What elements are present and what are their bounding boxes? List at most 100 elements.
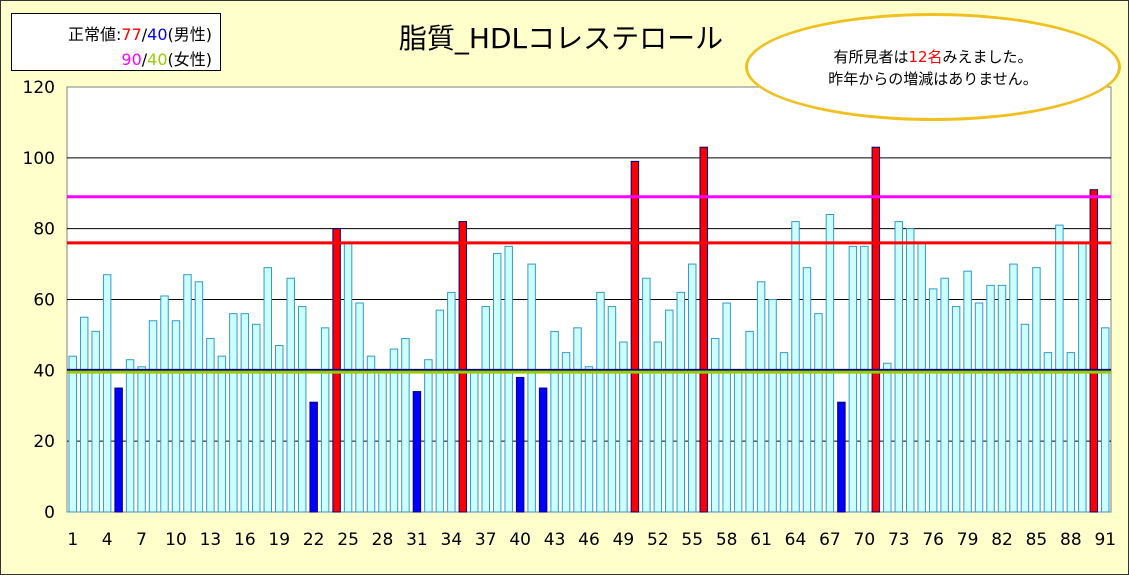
x-tick-label: 55 (681, 530, 703, 550)
bar (928, 288, 938, 513)
bar (412, 391, 422, 513)
bar (837, 401, 846, 513)
bar (252, 323, 261, 513)
bar (1032, 267, 1041, 513)
bar (229, 313, 238, 513)
chart-title: 脂質_HDLコレステロール (398, 22, 724, 55)
bar (940, 277, 949, 513)
x-tick-label: 58 (716, 530, 738, 550)
bar (653, 341, 663, 513)
bar (458, 221, 468, 513)
bar (355, 302, 364, 513)
x-tick-label: 88 (1060, 530, 1082, 550)
bar (1009, 263, 1018, 513)
bar (733, 369, 743, 513)
bar (722, 302, 731, 513)
y-tick-label: 0 (44, 503, 55, 523)
bar (860, 245, 869, 513)
bar (814, 313, 823, 513)
bar (848, 245, 858, 513)
bar (997, 284, 1007, 513)
bar (963, 270, 972, 513)
x-tick-label: 52 (647, 530, 669, 550)
bar (492, 252, 502, 513)
legend-male-suffix: (男性) (167, 25, 213, 44)
bar (125, 359, 135, 513)
callout-prefix: 有所見者は (833, 48, 909, 66)
legend-female-row: 90/40(女性) (121, 46, 212, 70)
bar (240, 313, 250, 513)
bar (401, 337, 410, 513)
y-tick-label: 60 (33, 291, 55, 311)
bar (286, 277, 295, 513)
bar (745, 330, 754, 513)
x-tick-label: 34 (441, 530, 463, 550)
legend-separator: / (141, 50, 148, 69)
bar (1078, 242, 1087, 513)
bar (768, 299, 777, 513)
bar (756, 281, 766, 513)
bar (802, 267, 812, 513)
bar (596, 291, 605, 513)
bar (1020, 323, 1030, 513)
x-tick-label: 22 (303, 530, 325, 550)
x-tick-label: 10 (165, 530, 187, 550)
y-tick-label: 20 (33, 432, 55, 452)
x-tick-label: 16 (234, 530, 256, 550)
callout-line-2: 昨年からの増減はありません。 (828, 70, 1038, 88)
x-tick-label: 19 (268, 530, 290, 550)
bar (1055, 224, 1064, 513)
x-tick-label: 46 (578, 530, 600, 550)
bar (1066, 352, 1076, 513)
y-tick-label: 80 (33, 220, 55, 240)
bar (538, 387, 548, 513)
x-tick-label: 37 (475, 530, 497, 550)
bar (1043, 352, 1053, 513)
bar (561, 352, 571, 513)
bar (320, 327, 330, 513)
bar (642, 277, 651, 513)
bar (630, 160, 640, 513)
bar (297, 306, 307, 513)
x-tick-label: 64 (785, 530, 807, 550)
bar (481, 306, 490, 513)
bar (607, 306, 617, 513)
bar (791, 221, 800, 513)
bar (79, 316, 89, 513)
bar (263, 267, 272, 513)
bar (378, 369, 387, 513)
callout-text: 有所見者は12名みえました。 昨年からの増減はありません。 (748, 46, 1118, 90)
bar (137, 366, 146, 513)
bar (217, 355, 227, 513)
bar (974, 302, 984, 513)
bar (424, 359, 433, 513)
legend-female-suffix: (女性) (167, 50, 213, 69)
bar (91, 330, 100, 513)
bar (527, 263, 536, 513)
x-tick-label: 73 (888, 530, 910, 550)
callout-line-1: 有所見者は12名みえました。 (748, 46, 1118, 68)
x-tick-label: 67 (819, 530, 841, 550)
findings-callout: 有所見者は12名みえました。 昨年からの増減はありません。 (745, 13, 1121, 121)
callout-count: 12名 (908, 48, 943, 66)
bar (447, 291, 456, 513)
callout-suffix: みえました。 (942, 48, 1033, 66)
legend-female-upper: 90 (121, 50, 142, 69)
bar (389, 348, 399, 513)
x-tick-label: 13 (200, 530, 222, 550)
bar (309, 401, 318, 513)
bar (699, 146, 708, 513)
bar (515, 376, 525, 513)
bar (665, 309, 674, 513)
bar (183, 274, 192, 513)
bar (435, 309, 445, 513)
bar (366, 355, 376, 513)
y-tick-label: 120 (23, 78, 55, 98)
bar (102, 274, 112, 513)
bar (710, 337, 720, 513)
bar (825, 214, 835, 513)
x-tick-label: 61 (750, 530, 772, 550)
x-tick-label: 82 (991, 530, 1013, 550)
